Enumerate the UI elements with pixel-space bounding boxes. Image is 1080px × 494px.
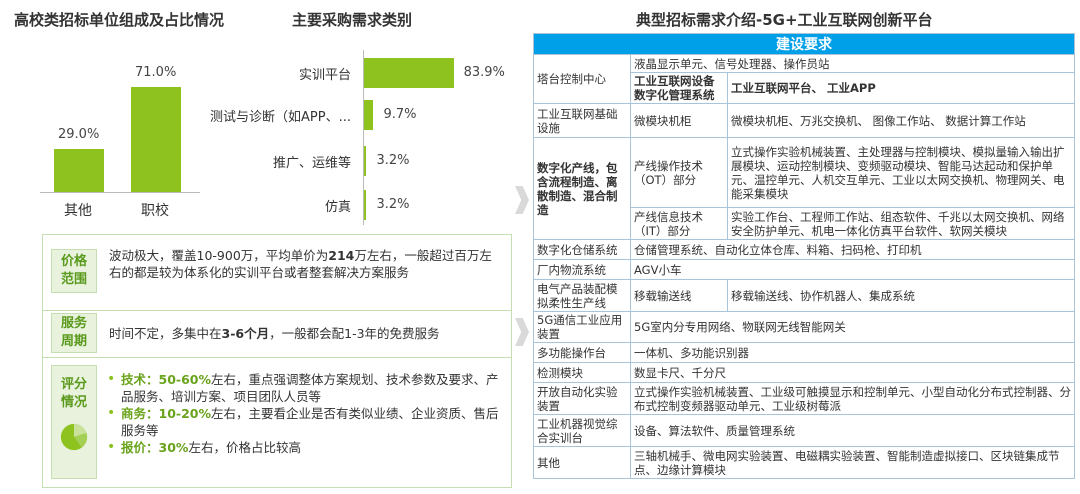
price-text: 波动极大，覆盖10-900万，平均单价为214万左右，一般超过百万左右的都是较为…	[109, 248, 492, 280]
hbar-category-label: 实训平台	[298, 68, 351, 83]
eval-item-price: 报价：30%左右，价格占比较高	[105, 439, 499, 456]
row-sub: 微模块机柜	[630, 103, 728, 138]
hbar-category-label: 测试与诊断（如APP、...	[210, 110, 351, 125]
hbar-category-label: 仿真	[324, 200, 351, 215]
eval-row: 评分情况 技术：50-60%左右，重点强调整体方案规划、技术参数及要求、产品服务…	[43, 361, 511, 485]
cycle-tag: 服务周期	[51, 313, 97, 353]
row-sub: 产线操作技术（OT）部分	[630, 137, 728, 208]
hbar-value-label: 3.2%	[376, 153, 410, 168]
hbar-4	[363, 190, 367, 220]
row-name: 其他	[533, 446, 631, 479]
left-chart-title: 高校类招标单位组成及占比情况	[14, 11, 225, 29]
row-name: 数字化仓储系统	[533, 239, 631, 260]
row-value: 实验工作台、工程师工作站、组态软件、千兆以太网交换机、网络安全防护单元、机电一体…	[727, 207, 1075, 240]
row-value: 三轴机械手、微电网实验装置、电磁耦实验装置、智能制造虚拟接口、区块链集成节点、边…	[630, 446, 1075, 479]
row-name: 工业机器视觉综合实训台	[533, 414, 631, 447]
bar-category-label: 其他	[64, 203, 92, 219]
row-value: 设备、算法软件、质量管理系统	[630, 414, 1075, 447]
arrow-right-icon	[515, 318, 529, 346]
row-value: 移载输送线、协作机器人、集成系统	[727, 279, 1075, 312]
arrow-right-icon	[515, 186, 529, 214]
row-name: 5G通信工业应用装置	[533, 311, 631, 343]
cycle-row: 服务周期 时间不定，多集中在3-6个月，一般都会配1-3年的免费服务	[43, 313, 511, 353]
row-value: 液晶显示单元、信号处理器、操作员站	[630, 54, 1075, 73]
row-name: 工业互联网基础设施	[533, 103, 631, 138]
row-sub: 工业互联网设备数字化管理系统	[630, 72, 728, 104]
price-row: 价格范围 波动极大，覆盖10-900万，平均单价为214万左右，一般超过百万左右…	[43, 235, 511, 307]
cycle-text: 时间不定，多集中在3-6个月，一般都会配1-3年的免费服务	[109, 326, 440, 341]
info-panel: 价格范围 波动极大，覆盖10-900万，平均单价为214万左右，一般超过百万左右…	[42, 234, 512, 488]
requirements-table: 建设要求 塔台控制中心 液晶显示单元、信号处理器、操作员站 工业互联网设备数字化…	[533, 33, 1075, 479]
hbar-value-label: 3.2%	[376, 197, 410, 212]
mid-chart-title: 主要采购需求类别	[292, 11, 413, 29]
eval-item-business: 商务：10-20%左右，主要看企业是否有类似业绩、企业资质、售后服务等	[105, 405, 499, 439]
row-name: 数字化产线，包含流程制造、离散制造、混合制造	[533, 137, 631, 240]
row-sub: 移载输送线	[630, 279, 728, 312]
row-name: 开放自动化实验装置	[533, 382, 631, 415]
bar-1	[54, 149, 104, 192]
row-name: 塔台控制中心	[533, 54, 631, 104]
row-name: 多功能操作台	[533, 342, 631, 363]
eval-tag: 评分情况	[51, 365, 97, 479]
bar-value-label: 71.0%	[135, 64, 177, 80]
row-value: 一体机、多功能识别器	[630, 342, 1075, 363]
bar-value-label: 29.0%	[58, 127, 100, 143]
row-value: 微模块机柜、万兆交换机、 图像工作站、 数据计算工作站	[727, 103, 1075, 138]
price-tag: 价格范围	[51, 249, 97, 293]
row-value: 工业互联网平台、 工业APP	[727, 72, 1075, 104]
table-title: 典型招标需求介绍-5G+工业互联网创新平台	[636, 11, 933, 29]
row-value: AGV小车	[630, 259, 1075, 280]
y-axis-line	[363, 50, 364, 225]
bar-category-label: 职校	[141, 203, 169, 219]
row-value: 仓储管理系统、自动化立体仓库、料箱、扫码枪、打印机	[630, 239, 1075, 260]
row-name: 厂内物流系统	[533, 259, 631, 280]
row-name: 电气产品装配模拟柔性生产线	[533, 279, 631, 312]
row-value: 数显卡尺、千分尺	[630, 362, 1075, 383]
hbar-value-label: 83.9%	[463, 65, 505, 80]
row-value: 立式操作实验机械装置、主处理器与控制模块、模拟量输入输出扩展模块、运动控制模块、…	[727, 137, 1075, 208]
bar-2	[131, 86, 181, 192]
hbar-value-label: 9.7%	[383, 107, 417, 122]
pie-chart-icon	[60, 423, 88, 451]
row-value: 立式操作实验机械装置、工业级可触摸显示和控制单元、小型自动化分布式控制器、分布式…	[630, 382, 1075, 415]
hbar-3	[363, 146, 367, 176]
x-axis-line	[40, 192, 200, 193]
row-name: 检测模块	[533, 362, 631, 383]
eval-item-tech: 技术：50-60%左右，重点强调整体方案规划、技术参数及要求、产品服务、培训方案…	[105, 371, 499, 405]
hbar-2	[363, 100, 374, 130]
eval-list: 技术：50-60%左右，重点强调整体方案规划、技术参数及要求、产品服务、培训方案…	[105, 371, 499, 456]
hbar-category-label: 推广、运维等	[272, 156, 351, 171]
row-sub: 产线信息技术（IT）部分	[630, 207, 728, 240]
hbar-1	[363, 58, 454, 88]
table-header: 建设要求	[533, 33, 1075, 55]
row-value: 5G室内分专用网络、物联网无线智能网关	[630, 311, 1075, 343]
